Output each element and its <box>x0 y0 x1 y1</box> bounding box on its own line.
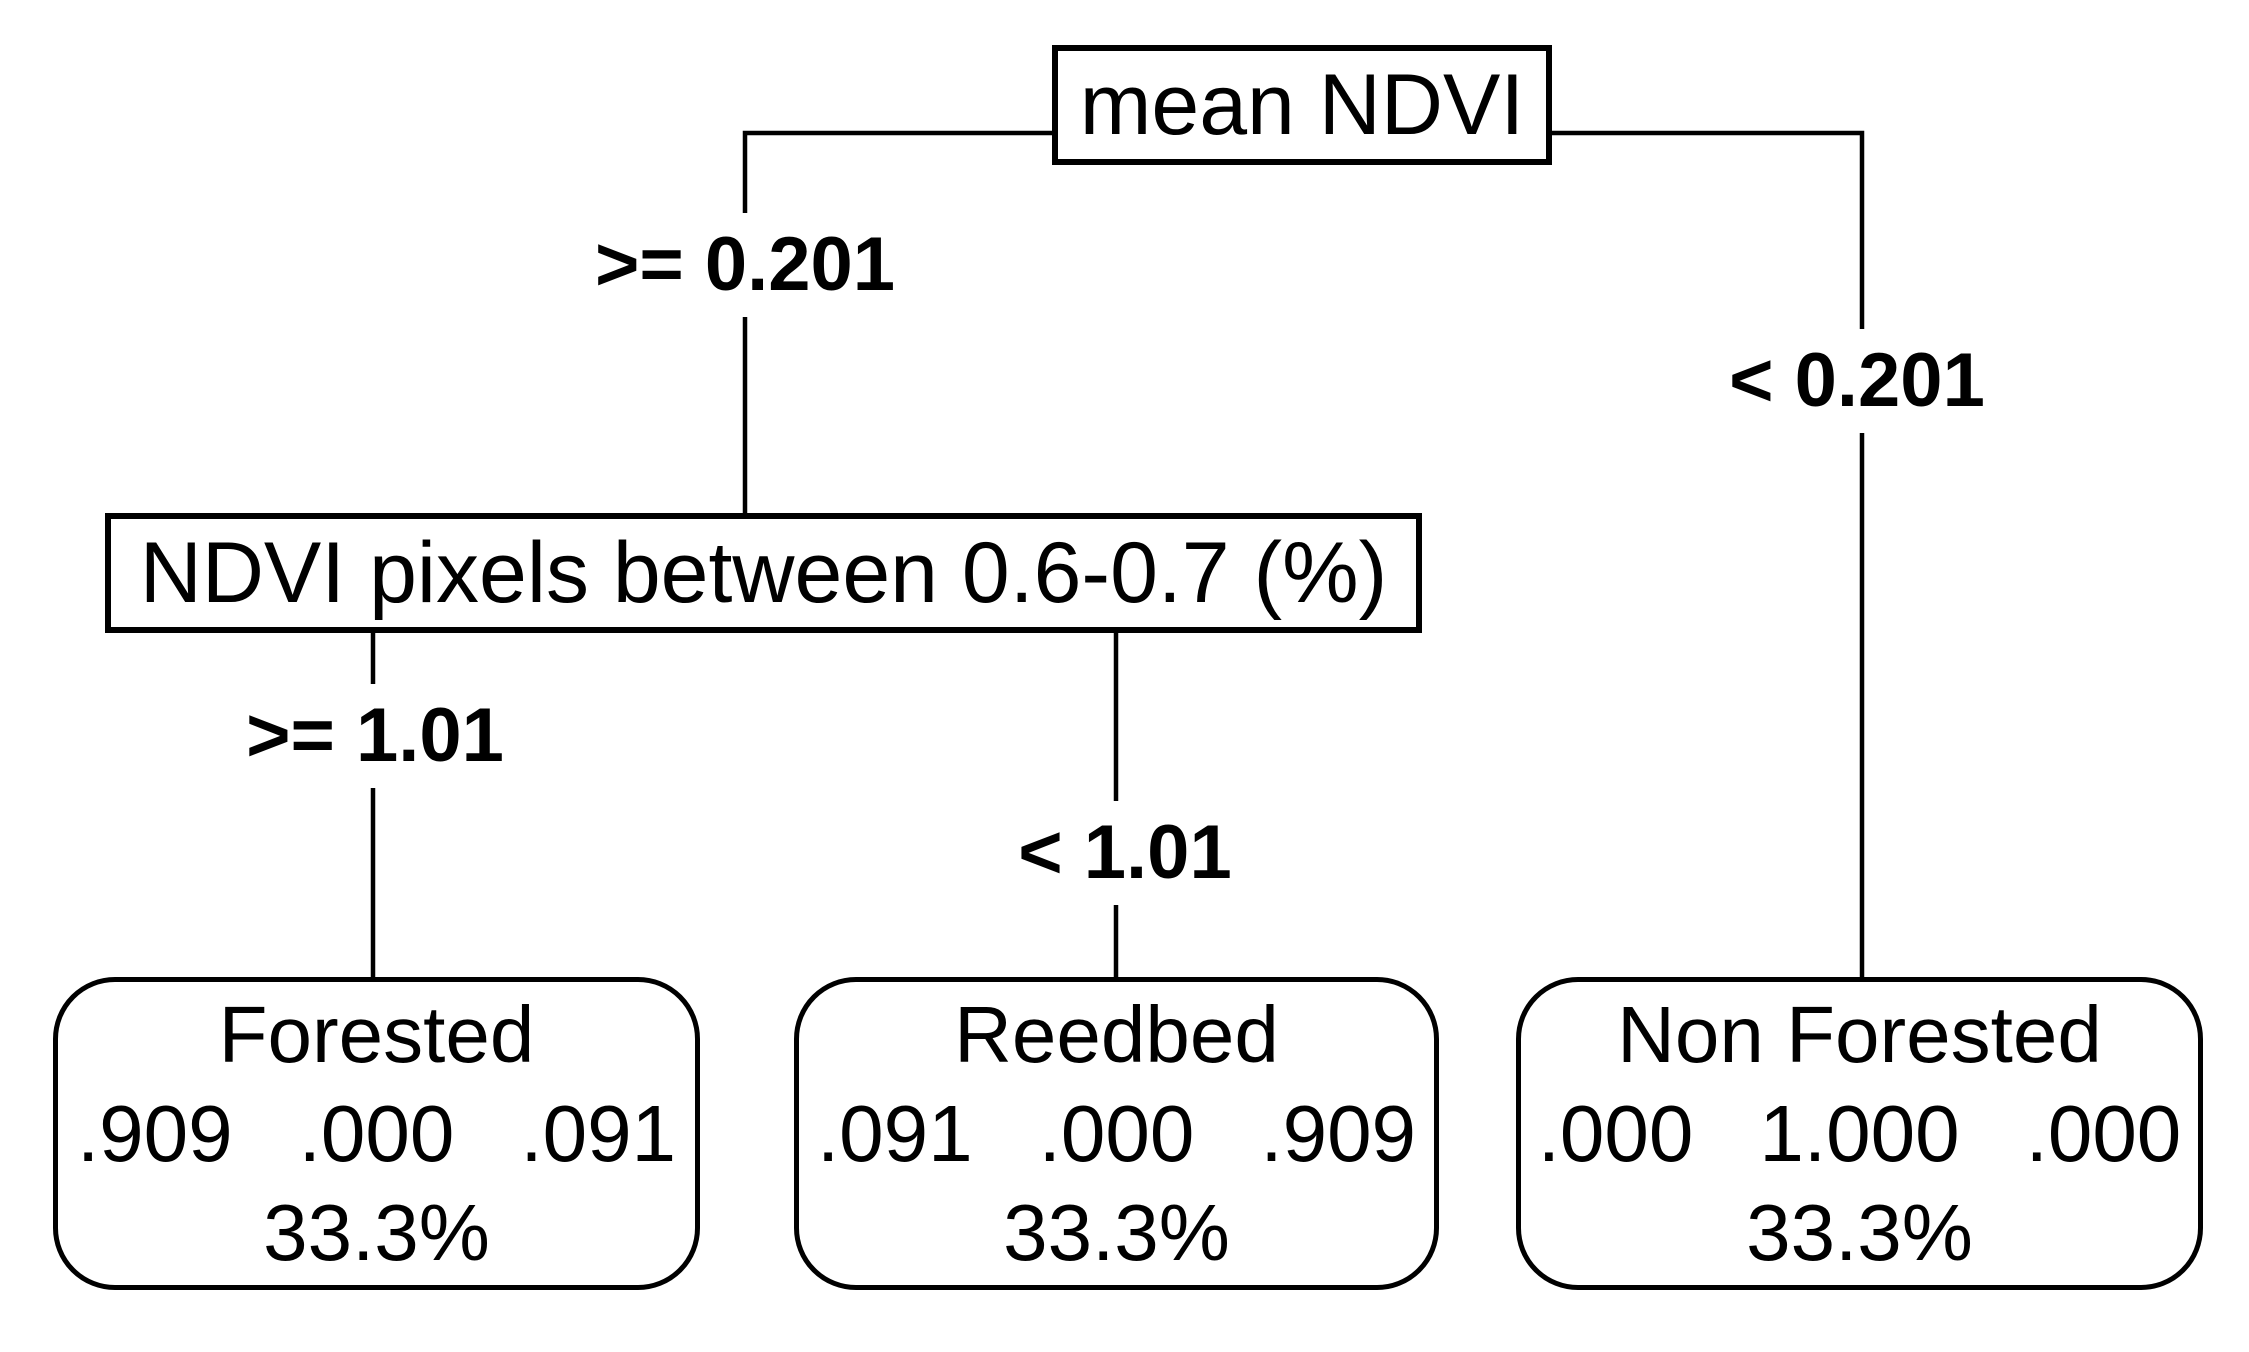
leaf-non-forested-name: Non Forested <box>1617 990 2102 1079</box>
prob-value: .000 <box>2025 1089 2182 1178</box>
prob-value: .909 <box>1260 1089 1417 1178</box>
node-ndvi-pixels: NDVI pixels between 0.6-0.7 (%) <box>105 513 1422 633</box>
prob-value: .091 <box>816 1089 973 1178</box>
edge-root-right-line <box>1552 130 1865 977</box>
leaf-reedbed: Reedbed .091 .000 .909 33.3% <box>794 977 1439 1290</box>
edge-root-left-line <box>742 130 1052 513</box>
leaf-forested-name: Forested <box>218 990 535 1079</box>
prob-value: .909 <box>76 1089 233 1178</box>
node-mean-ndvi: mean NDVI <box>1052 45 1552 165</box>
leaf-reedbed-probabilities: .091 .000 .909 <box>817 1084 1416 1183</box>
leaf-reedbed-name: Reedbed <box>954 990 1279 1079</box>
leaf-forested-probabilities: .909 .000 .091 <box>77 1084 676 1183</box>
prob-value: .000 <box>298 1089 455 1178</box>
leaf-reedbed-share: 33.3% <box>1003 1188 1230 1277</box>
leaf-forested-share: 33.3% <box>263 1188 490 1277</box>
edge-label-lt-1-01: < 1.01 <box>998 801 1252 905</box>
edge-label-lt-0-201: < 0.201 <box>1709 329 2005 433</box>
leaf-forested: Forested .909 .000 .091 33.3% <box>53 977 700 1290</box>
leaf-non-forested: Non Forested .000 1.000 .000 33.3% <box>1516 977 2203 1290</box>
leaf-non-forested-share: 33.3% <box>1746 1188 1973 1277</box>
prob-value: .091 <box>520 1089 677 1178</box>
edge-label-ge-0-201: >= 0.201 <box>574 213 916 317</box>
edge-label-ge-1-01: >= 1.01 <box>226 684 524 788</box>
prob-value: .000 <box>1038 1089 1195 1178</box>
node-ndvi-pixels-label: NDVI pixels between 0.6-0.7 (%) <box>139 525 1388 621</box>
leaf-non-forested-probabilities: .000 1.000 .000 <box>1538 1084 2182 1183</box>
node-mean-ndvi-label: mean NDVI <box>1079 57 1525 153</box>
prob-value: .000 <box>1537 1089 1694 1178</box>
prob-value: 1.000 <box>1759 1089 1960 1178</box>
